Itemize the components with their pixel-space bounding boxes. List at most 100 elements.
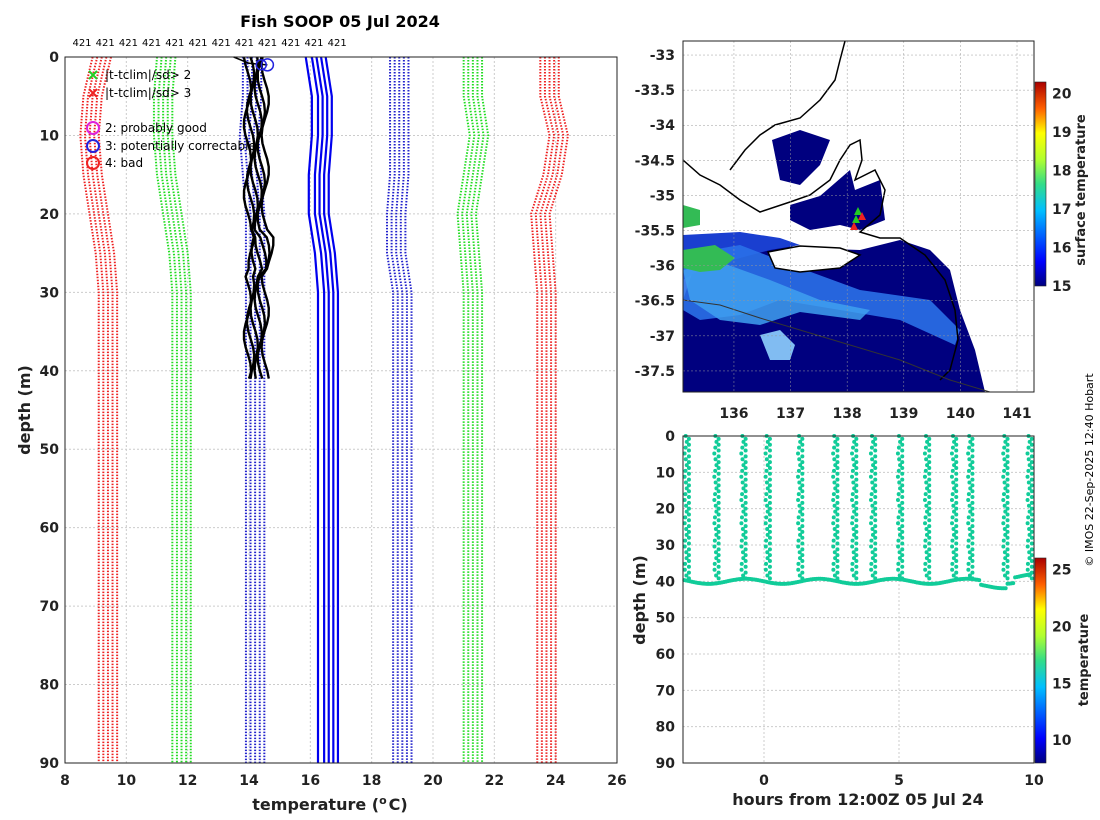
data-point bbox=[743, 553, 748, 558]
colorbar-tick: 15 bbox=[1052, 676, 1071, 692]
data-point bbox=[922, 497, 927, 502]
data-point bbox=[684, 509, 689, 514]
data-point bbox=[743, 506, 748, 511]
data-point bbox=[765, 509, 770, 514]
data-point bbox=[796, 515, 801, 520]
data-point bbox=[800, 483, 805, 488]
data-point bbox=[954, 553, 959, 558]
data-point bbox=[854, 448, 859, 453]
data-point bbox=[686, 518, 691, 523]
data-point bbox=[716, 454, 721, 459]
climatology-line bbox=[157, 56, 178, 763]
data-point bbox=[954, 442, 959, 447]
data-point bbox=[1029, 529, 1034, 534]
y-tick-label: -36 bbox=[650, 259, 675, 275]
data-point bbox=[740, 445, 745, 450]
data-point bbox=[897, 457, 902, 462]
data-point bbox=[713, 550, 718, 555]
data-point bbox=[1029, 541, 1034, 546]
data-point bbox=[764, 515, 769, 520]
data-point bbox=[833, 486, 838, 491]
data-point bbox=[1005, 541, 1010, 546]
y-tick-label: -33.5 bbox=[635, 83, 675, 99]
cast-markers bbox=[850, 207, 866, 230]
data-point bbox=[954, 477, 959, 482]
data-point bbox=[686, 541, 691, 546]
x-tick-label: 138 bbox=[833, 406, 862, 422]
y-tick-label: 80 bbox=[656, 720, 676, 736]
data-point bbox=[767, 442, 772, 447]
data-point bbox=[951, 573, 956, 578]
data-point bbox=[767, 454, 772, 459]
data-point bbox=[767, 541, 772, 546]
data-point bbox=[686, 436, 691, 441]
data-point bbox=[1029, 489, 1034, 494]
legend-marker bbox=[86, 156, 100, 170]
data-point bbox=[924, 480, 929, 485]
data-point bbox=[767, 471, 772, 476]
x-tick-label: 14 bbox=[239, 773, 259, 789]
timedepth-x-label: hours from 12:00Z 05 Jul 24 bbox=[732, 790, 983, 809]
data-point bbox=[970, 535, 975, 540]
top-label: 421 bbox=[188, 38, 207, 49]
data-point bbox=[854, 564, 859, 569]
data-point bbox=[923, 445, 928, 450]
y-tick-label: -34 bbox=[650, 118, 676, 134]
data-point bbox=[764, 457, 769, 462]
data-point bbox=[954, 471, 959, 476]
data-point bbox=[896, 468, 901, 473]
climatology-line bbox=[461, 57, 476, 763]
legend-marker bbox=[88, 88, 98, 98]
data-point bbox=[743, 558, 748, 563]
data-point bbox=[970, 489, 975, 494]
climatology-line bbox=[390, 57, 399, 763]
data-point bbox=[682, 451, 687, 456]
data-point bbox=[800, 524, 805, 529]
data-point bbox=[970, 564, 975, 569]
top-label: 421 bbox=[235, 38, 254, 49]
data-point bbox=[927, 436, 932, 441]
data-point bbox=[740, 503, 745, 508]
data-point bbox=[896, 538, 901, 543]
data-point bbox=[970, 483, 975, 488]
data-point bbox=[900, 576, 905, 581]
data-point bbox=[716, 518, 721, 523]
data-point bbox=[716, 564, 721, 569]
data-point bbox=[854, 576, 859, 581]
data-point bbox=[686, 570, 691, 575]
cast-marker bbox=[854, 207, 862, 215]
data-point bbox=[854, 553, 859, 558]
observed-profiles bbox=[233, 56, 275, 379]
data-point bbox=[683, 538, 688, 543]
data-point bbox=[800, 460, 805, 465]
y-tick-label: 30 bbox=[656, 538, 676, 554]
climatology-line bbox=[83, 56, 105, 763]
data-point bbox=[954, 495, 959, 500]
x-tick-label: 8 bbox=[60, 773, 70, 789]
data-point bbox=[950, 515, 955, 520]
data-point bbox=[739, 561, 744, 566]
y-tick-label: -34.5 bbox=[635, 153, 675, 169]
data-point bbox=[900, 436, 905, 441]
data-point bbox=[767, 535, 772, 540]
data-point bbox=[1001, 521, 1006, 526]
data-point bbox=[873, 553, 878, 558]
data-point bbox=[1029, 483, 1034, 488]
data-point bbox=[870, 550, 875, 555]
data-point bbox=[1027, 550, 1032, 555]
data-point bbox=[897, 527, 902, 532]
data-point bbox=[851, 556, 856, 561]
data-point bbox=[951, 527, 956, 532]
data-point bbox=[767, 547, 772, 552]
data-point bbox=[854, 465, 859, 470]
data-point bbox=[800, 553, 805, 558]
data-point bbox=[714, 509, 719, 514]
colorbar-tick: 18 bbox=[1052, 164, 1071, 180]
colorbar-tick: 20 bbox=[1052, 619, 1072, 635]
data-point bbox=[713, 527, 718, 532]
x-tick-label: 12 bbox=[178, 773, 197, 789]
timedepth-colorbar-label: temperature bbox=[1077, 614, 1092, 707]
data-point bbox=[869, 544, 874, 549]
y-tick-label: 50 bbox=[40, 442, 60, 458]
data-point bbox=[869, 445, 874, 450]
